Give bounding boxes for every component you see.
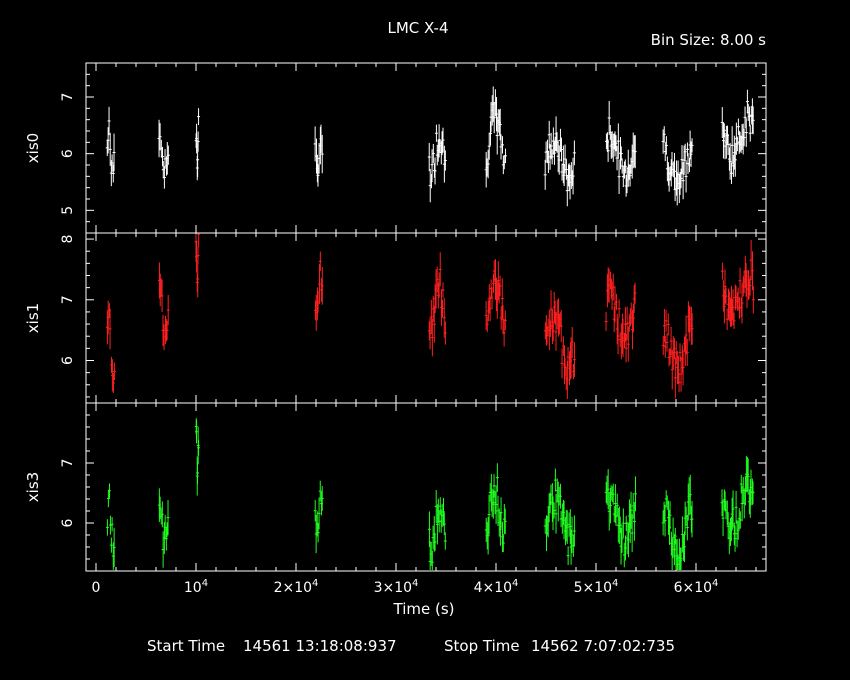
panel-xis0: 5 6 7 xis0 — [24, 62, 767, 234]
series-xis0 — [105, 86, 755, 207]
y-tick-label: 8 — [60, 235, 76, 244]
start-time-value: 14561 13:18:08:937 — [243, 637, 397, 655]
x-tick-label: 3×104 — [374, 578, 419, 596]
y-tick-label: 7 — [60, 295, 76, 304]
panels-group: 5 6 7 xis0 6 7 8 xis1 6 7 xis3 — [24, 62, 767, 572]
x-tick-label: 2×104 — [274, 578, 319, 596]
panel-xis3: 6 7 xis3 — [24, 402, 767, 572]
bin-size-label: Bin Size: 8.00 s — [651, 31, 767, 49]
x-tick-label: 4×104 — [474, 578, 519, 596]
x-tick-label: 6×104 — [674, 578, 719, 596]
y-tick-label: 6 — [60, 356, 76, 365]
x-tick-label: 104 — [184, 578, 208, 596]
y-tick-label: 5 — [60, 206, 76, 215]
y-tick-label: 7 — [60, 459, 76, 468]
y-axis-label-xis0: xis0 — [24, 133, 42, 163]
panel-frame — [85, 402, 767, 572]
y-axis-label-xis1: xis1 — [24, 303, 42, 333]
x-axis-label: Time (s) — [393, 600, 455, 618]
x-tick-label: 0 — [92, 580, 101, 596]
series-xis3 — [105, 418, 755, 570]
panel-frame — [85, 62, 767, 234]
x-tick-label: 5×104 — [574, 578, 619, 596]
y-axis-label-xis3: xis3 — [24, 472, 42, 502]
chart-title: LMC X-4 — [387, 19, 448, 37]
stop-time-label: Stop Time — [444, 637, 520, 655]
y-tick-label: 6 — [60, 149, 76, 158]
y-tick-label: 6 — [60, 518, 76, 527]
stop-time-value: 14562 7:07:02:735 — [531, 637, 675, 655]
y-tick-label: 7 — [60, 93, 76, 102]
series-xis1 — [105, 233, 755, 400]
x-axis: 0 104 2×104 3×104 4×104 5×104 6×104 — [92, 578, 719, 596]
start-time-label: Start Time — [147, 637, 225, 655]
panel-xis1: 6 7 8 xis1 — [24, 232, 767, 404]
